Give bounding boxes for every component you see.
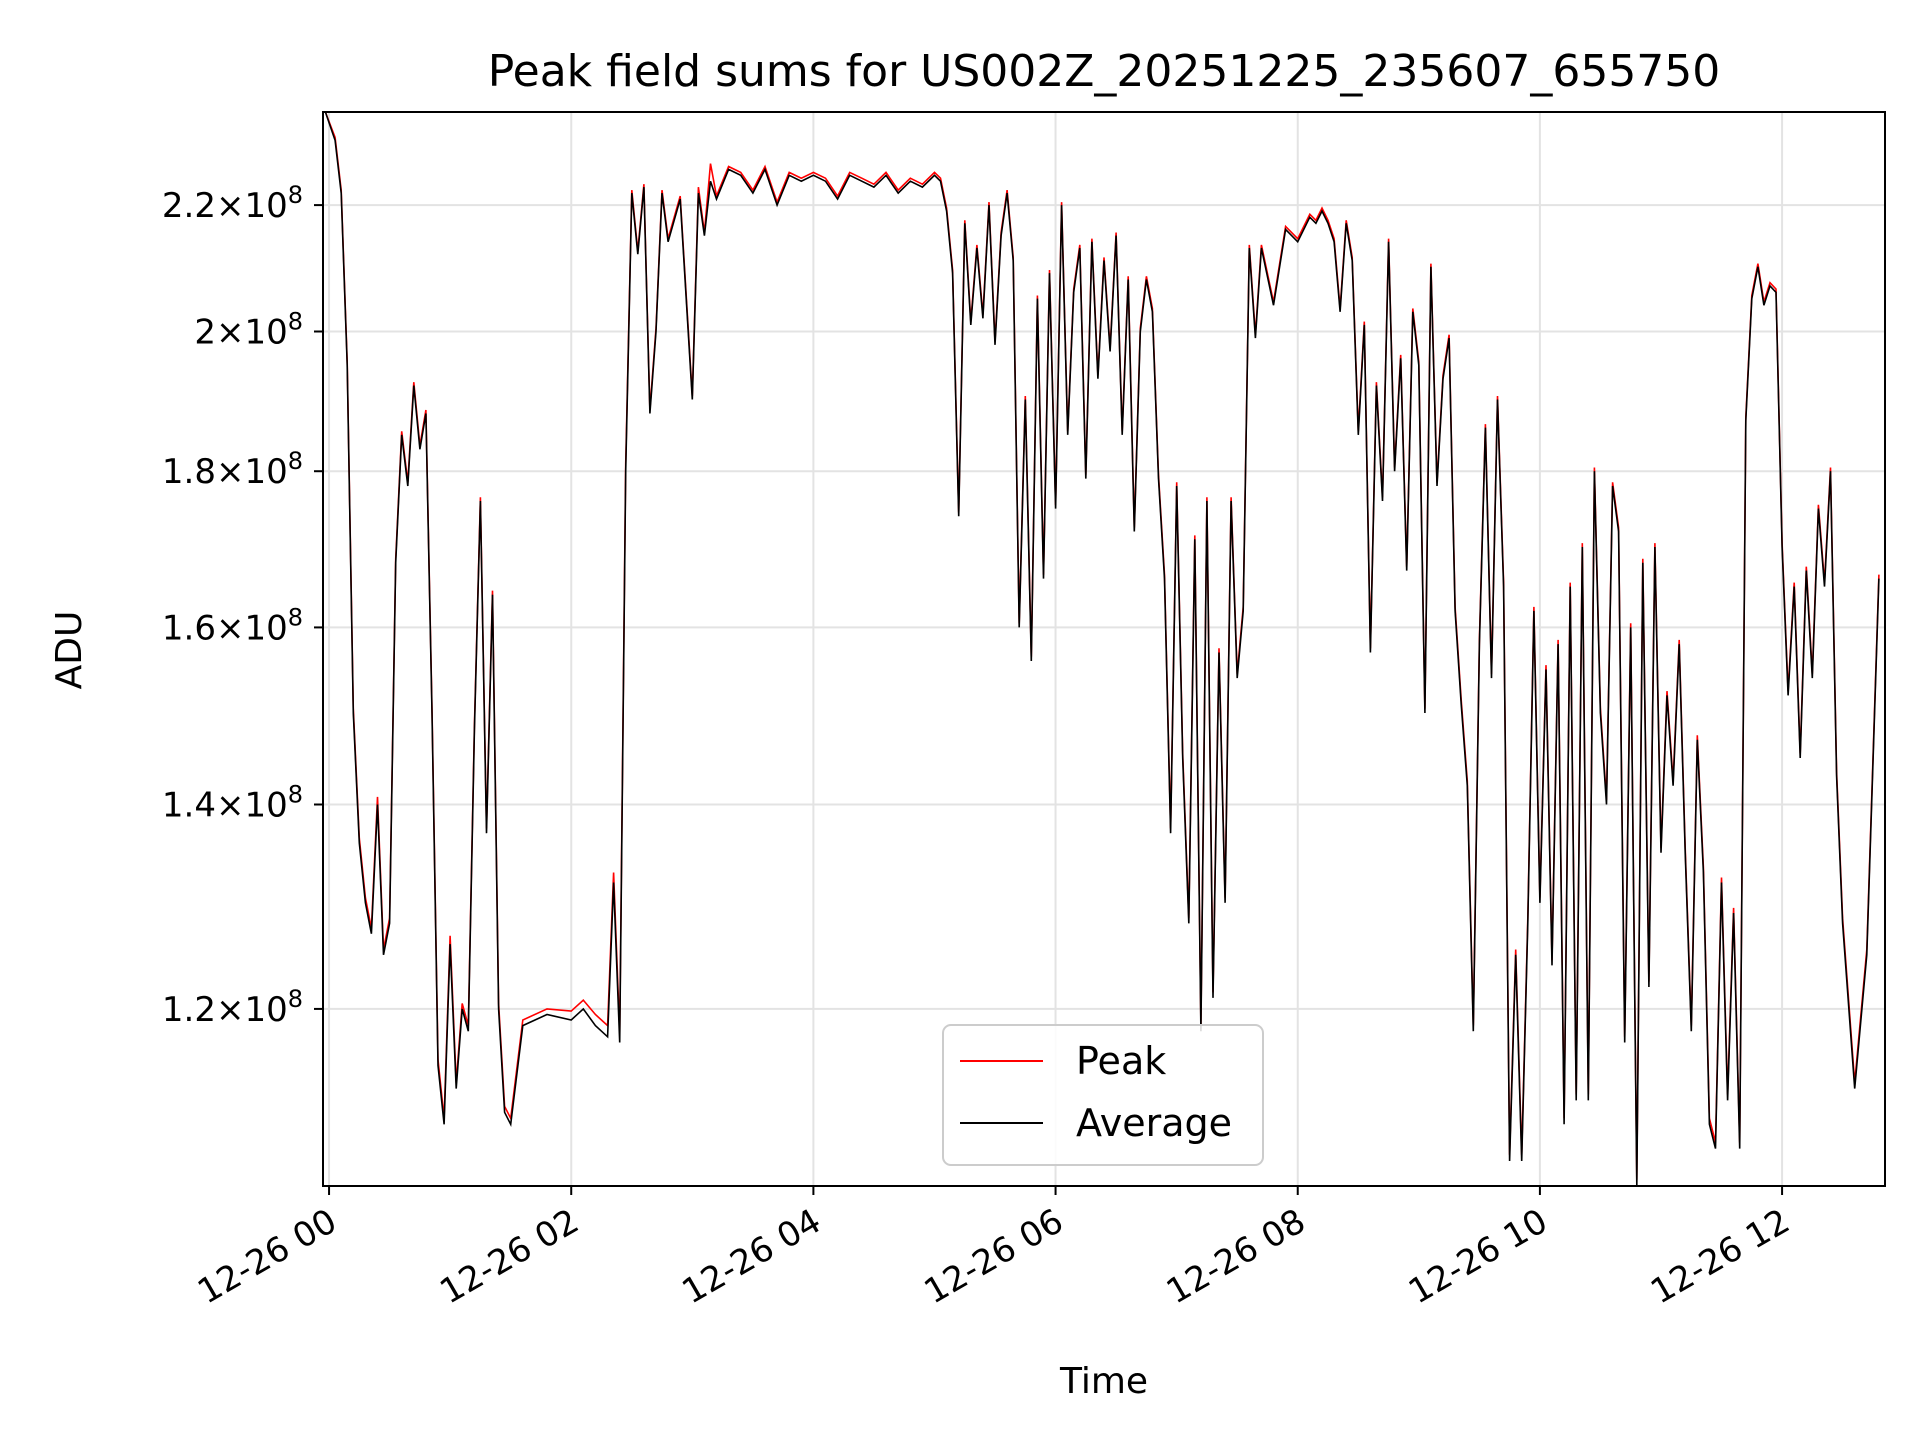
series-group bbox=[324, 112, 1880, 1186]
y-tick-label: 1.6×108 bbox=[162, 603, 303, 648]
y-tick-label: 1.4×108 bbox=[162, 780, 303, 825]
series-line-average bbox=[324, 112, 1880, 1186]
y-tick-label: 1.2×108 bbox=[162, 985, 303, 1030]
legend-label-peak: Peak bbox=[1076, 1039, 1166, 1083]
plot-frame bbox=[322, 111, 1886, 1187]
y-tick-label: 2×108 bbox=[194, 307, 303, 352]
y-axis: 1.2×108 1.4×108 1.6×108 1.8×108 2×108 2.2×108 bbox=[162, 181, 323, 1030]
legend-label-average: Average bbox=[1076, 1101, 1232, 1145]
y-tick-label: 1.8×108 bbox=[162, 447, 303, 492]
chart-title: Peak field sums for US002Z_20251225_2356… bbox=[488, 46, 1721, 97]
legend: Peak Average bbox=[942, 1024, 1264, 1166]
y-tick-label: 2.2×108 bbox=[162, 181, 303, 226]
y-axis-label: ADU bbox=[49, 611, 90, 690]
x-axis-label: Time bbox=[1059, 1361, 1148, 1402]
